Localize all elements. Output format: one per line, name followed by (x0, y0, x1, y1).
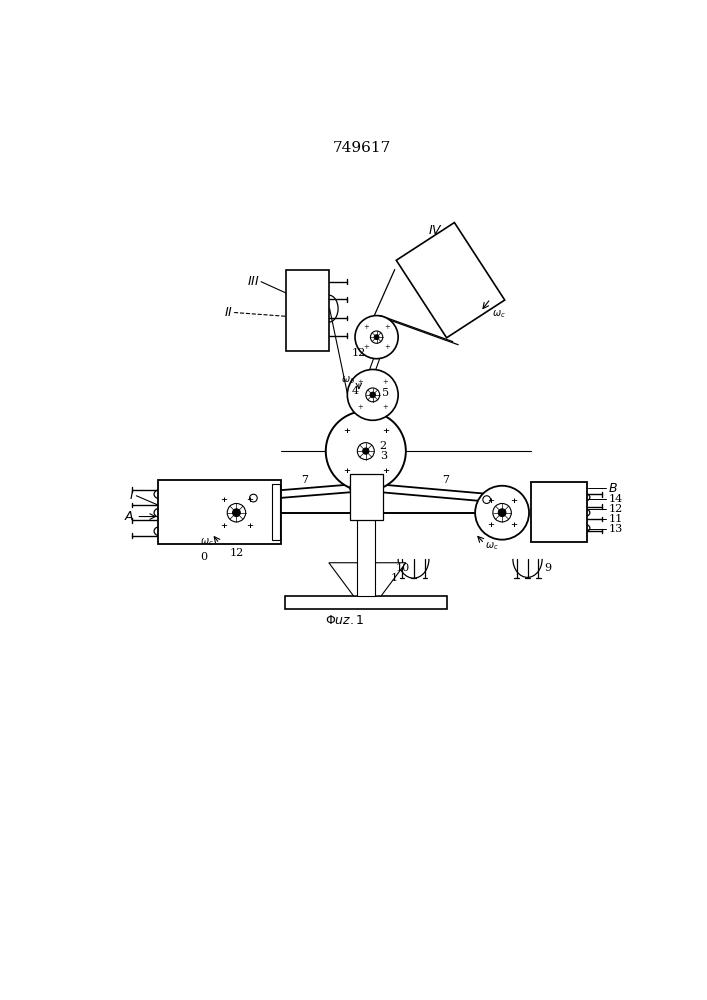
Bar (286, 270, 329, 351)
Text: 3: 3 (380, 451, 387, 461)
Text: 2: 2 (380, 441, 387, 451)
Text: 0: 0 (201, 552, 208, 562)
Text: 12: 12 (229, 548, 244, 558)
Text: $\mathit{IV}$: $\mathit{IV}$ (428, 224, 443, 237)
Text: +: + (357, 378, 363, 386)
Text: $\omega_c$: $\omega_c$ (485, 540, 499, 552)
Text: +: + (382, 378, 388, 386)
Text: 7: 7 (300, 475, 308, 485)
Circle shape (207, 483, 266, 542)
Bar (357, 497, 375, 596)
Polygon shape (329, 563, 406, 596)
Text: +: + (220, 522, 227, 530)
Text: 10: 10 (395, 563, 409, 573)
Text: $\mathit{B}$: $\mathit{B}$ (608, 482, 618, 495)
Text: +: + (487, 521, 493, 529)
Text: 749617: 749617 (333, 141, 391, 155)
Text: +: + (487, 497, 493, 505)
Circle shape (357, 443, 374, 460)
Text: +: + (343, 467, 350, 475)
Text: $\omega_\beta$: $\omega_\beta$ (341, 375, 355, 387)
Circle shape (366, 388, 380, 402)
Text: +: + (384, 343, 390, 351)
Circle shape (326, 411, 406, 491)
Text: 13: 13 (608, 524, 623, 534)
Circle shape (374, 335, 379, 339)
Text: 14: 14 (608, 494, 623, 504)
Text: +: + (357, 403, 363, 411)
Bar (272, 484, 279, 540)
Text: +: + (363, 323, 369, 331)
Circle shape (475, 486, 529, 540)
Circle shape (370, 331, 382, 343)
Circle shape (363, 448, 369, 454)
Text: +: + (246, 522, 253, 530)
Circle shape (483, 496, 491, 503)
Text: $\Phi u\mathit{z}.1$: $\Phi u\mathit{z}.1$ (325, 614, 364, 627)
Text: $\mathit{A}$: $\mathit{A}$ (124, 510, 135, 523)
Circle shape (498, 509, 506, 517)
Text: +: + (510, 497, 518, 505)
Text: $\mathit{II}$: $\mathit{II}$ (223, 306, 233, 319)
Text: +: + (384, 323, 390, 331)
Text: 12: 12 (608, 504, 623, 514)
Text: 11: 11 (608, 514, 623, 524)
Text: +: + (382, 403, 388, 411)
Circle shape (347, 369, 398, 420)
Circle shape (350, 483, 359, 493)
Text: $\omega_c$: $\omega_c$ (492, 308, 506, 320)
Circle shape (370, 392, 375, 398)
Text: 7: 7 (443, 475, 450, 485)
Text: 4: 4 (352, 386, 359, 396)
Text: +: + (363, 343, 369, 351)
Bar (158, 480, 281, 544)
Circle shape (493, 503, 511, 522)
Circle shape (233, 509, 240, 517)
Text: 9: 9 (544, 563, 551, 573)
Text: +: + (343, 427, 350, 435)
Text: +: + (382, 467, 389, 475)
Circle shape (355, 316, 398, 359)
Circle shape (250, 494, 257, 502)
Bar (530, 482, 587, 542)
Bar (351, 474, 382, 520)
Text: +: + (220, 496, 227, 504)
Polygon shape (397, 223, 505, 338)
Circle shape (227, 503, 246, 522)
Text: $\omega_c$: $\omega_c$ (200, 536, 214, 548)
Text: $\mathit{I}$: $\mathit{I}$ (129, 489, 135, 502)
Text: 1: 1 (390, 573, 397, 583)
Text: 12: 12 (351, 348, 366, 358)
Text: +: + (382, 427, 389, 435)
Circle shape (373, 483, 382, 493)
Text: +: + (510, 521, 518, 529)
Text: 5: 5 (382, 388, 389, 398)
Text: +: + (246, 496, 253, 504)
Bar (285, 596, 447, 609)
Text: $\mathit{III}$: $\mathit{III}$ (247, 275, 259, 288)
